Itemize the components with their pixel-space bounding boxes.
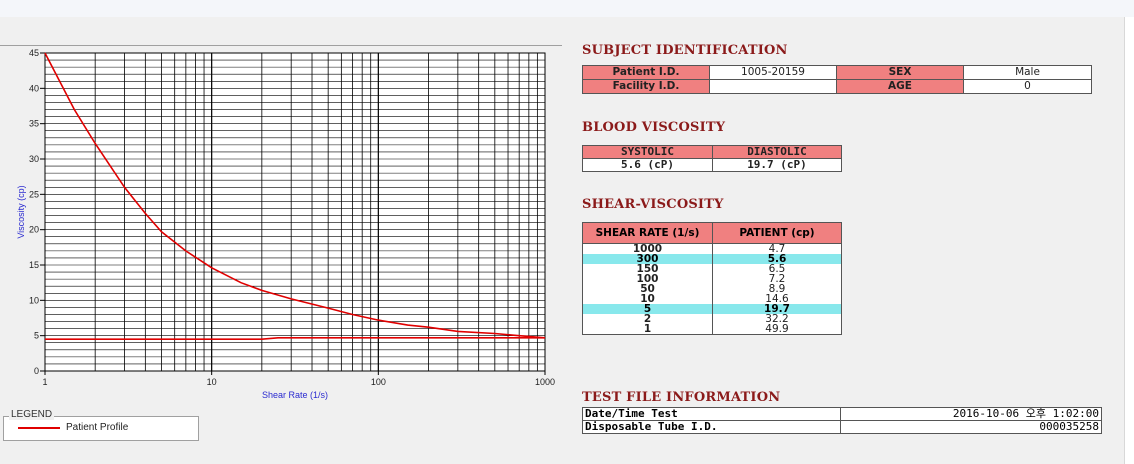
- table-row: 100 7.2: [582, 274, 842, 284]
- test-file-information-title: TEST FILE INFORMATION: [582, 390, 781, 405]
- y-tick-label: 10: [29, 295, 39, 305]
- y-tick-label: 0: [34, 366, 39, 376]
- vertical-scrollbar[interactable]: [1124, 17, 1134, 464]
- y-tick-label: 5: [34, 331, 39, 341]
- subject-identification-title: SUBJECT IDENTIFICATION: [582, 43, 788, 58]
- legend-swatch-patient-profile: [18, 427, 60, 429]
- patient-value-cell: 14.6: [712, 294, 842, 304]
- top-strip: [0, 0, 1134, 17]
- patient-value-cell: 19.7: [712, 304, 842, 314]
- datetime-label: Date/Time Test: [581, 407, 842, 421]
- series-line-baseline: [45, 336, 545, 341]
- y-tick-label: 40: [29, 83, 39, 93]
- table-row-highlighted: 5 19.7: [582, 304, 842, 314]
- plot-area: [44, 52, 546, 372]
- patient-value-cell: 8.9: [712, 284, 842, 294]
- diastolic-label: DIASTOLIC: [712, 145, 842, 159]
- col-shear-rate: SHEAR RATE (1/s): [582, 222, 713, 244]
- sex-value: Male: [963, 65, 1092, 80]
- diastolic-value: 19.7 (cP): [712, 158, 842, 172]
- patient-id-value: 1005-20159: [709, 65, 837, 80]
- blood-viscosity-title: BLOOD VISCOSITY: [582, 120, 726, 135]
- age-value: 0: [963, 79, 1092, 94]
- table-row: 1 49.9: [582, 324, 842, 335]
- shear-viscosity-chart: 0 5 10 15 20 25 30 35 40 45 1 10 100 1000 Shear Rate (…: [16, 48, 555, 400]
- facility-id-label: Facility I.D.: [582, 79, 710, 94]
- systolic-value: 5.6 (cP): [582, 158, 713, 172]
- tube-id-label: Disposable Tube I.D.: [581, 420, 842, 434]
- test-file-table: Date/Time Test 2016-10-06 오후 1:02:00 Dis…: [581, 407, 1102, 434]
- patient-value-cell: 49.9: [712, 324, 842, 335]
- y-tick-label: 45: [29, 48, 39, 58]
- table-row: 10 14.6: [582, 294, 842, 304]
- tube-id-value: 000035258: [840, 420, 1102, 434]
- y-tick-label: 30: [29, 154, 39, 164]
- facility-id-value: [709, 79, 837, 94]
- table-row-highlighted: 300 5.6: [582, 254, 842, 264]
- table-row: 150 6.5: [582, 264, 842, 274]
- shear-rate-cell: 1: [582, 324, 713, 335]
- datetime-value: 2016-10-06 오후 1:02:00: [840, 407, 1102, 421]
- series-line-patient-profile: [44, 52, 546, 339]
- shear-viscosity-table: SHEAR RATE (1/s) PATIENT (cp) 1000 4.7 3…: [582, 222, 842, 335]
- legend-label-patient-profile: Patient Profile: [66, 422, 129, 433]
- y-tick-label: 15: [29, 260, 39, 270]
- table-row: 2 32.2: [582, 314, 842, 324]
- x-tick-label: 1000: [535, 377, 555, 387]
- patient-value-cell: 4.7: [712, 243, 842, 254]
- table-row: 50 8.9: [582, 284, 842, 294]
- age-label: AGE: [836, 79, 964, 94]
- x-tick-label: 1: [42, 377, 47, 387]
- patient-value-cell: 6.5: [712, 264, 842, 274]
- sex-label: SEX: [836, 65, 964, 80]
- chart-legend: LEGEND Patient Profile: [3, 409, 199, 441]
- patient-id-label: Patient I.D.: [582, 65, 710, 80]
- y-axis-label: Viscosity (cp): [16, 185, 26, 238]
- legend-title: LEGEND: [9, 409, 55, 420]
- x-tick-label: 100: [371, 377, 386, 387]
- patient-value-cell: 32.2: [712, 314, 842, 324]
- subject-table: Patient I.D. 1005-20159 SEX Male Facilit…: [582, 65, 1092, 94]
- x-axis-label: Shear Rate (1/s): [262, 390, 328, 400]
- table-row: 1000 4.7: [582, 243, 842, 254]
- blood-viscosity-table: SYSTOLIC DIASTOLIC 5.6 (cP) 19.7 (cP): [582, 145, 842, 172]
- x-tick-label: 10: [207, 377, 217, 387]
- systolic-label: SYSTOLIC: [582, 145, 713, 159]
- col-patient: PATIENT (cp): [712, 222, 842, 244]
- shear-viscosity-title: SHEAR-VISCOSITY: [582, 197, 724, 212]
- y-tick-label: 35: [29, 119, 39, 129]
- y-tick-label: 20: [29, 225, 39, 235]
- patient-value-cell: 7.2: [712, 274, 842, 284]
- patient-value-cell: 5.6: [712, 254, 842, 264]
- y-tick-label: 25: [29, 189, 39, 199]
